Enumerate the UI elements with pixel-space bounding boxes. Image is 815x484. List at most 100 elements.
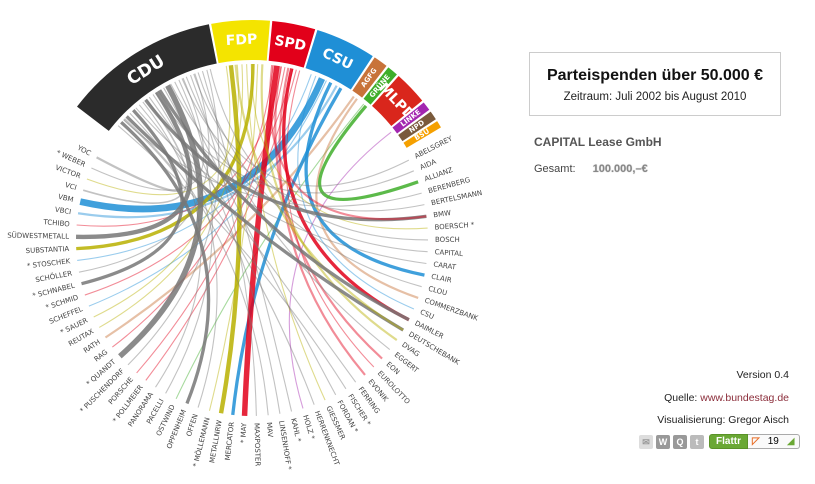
- share-bar: ✉ W Q t Flattr ◸ 19 ◢: [639, 434, 800, 449]
- chord-link: [185, 76, 391, 350]
- party-arc-bsu[interactable]: [403, 121, 441, 148]
- chord-link: [208, 64, 259, 411]
- chord-link: [138, 104, 315, 405]
- donor-label[interactable]: OFFEN: [185, 413, 200, 438]
- donor-label[interactable]: * MAY: [239, 422, 248, 443]
- chord-link: [250, 63, 428, 230]
- donor-label[interactable]: SÜDWESTMETALL: [7, 231, 69, 241]
- chord-link: [158, 89, 410, 322]
- donor-label[interactable]: TCHIBO: [42, 218, 70, 228]
- donor-label[interactable]: * STOSCHEK: [27, 257, 72, 270]
- selected-donor-name: CAPITAL Lease GmbH: [534, 135, 662, 149]
- party-arc-csu[interactable]: [305, 29, 373, 90]
- chord-link: [274, 66, 383, 360]
- donor-label[interactable]: KAHL *: [289, 417, 302, 443]
- chord-link: [209, 68, 429, 241]
- donor-label[interactable]: MAXPOSTER: [253, 423, 262, 467]
- page-title: Parteispenden über 50.000 €: [546, 67, 764, 84]
- donor-label[interactable]: VCI: [64, 181, 78, 192]
- chord-link: [197, 72, 422, 288]
- chord-link: [165, 79, 213, 394]
- donor-label[interactable]: CARAT: [433, 260, 457, 271]
- flattr-corner-icon: ◢: [786, 436, 795, 447]
- donor-label[interactable]: SUBSTANTIA: [25, 245, 69, 255]
- party-arc-agfg[interactable]: [352, 57, 387, 98]
- donor-label[interactable]: CSU: [419, 308, 435, 321]
- chord-link: [88, 80, 327, 307]
- chord-link: [174, 81, 337, 396]
- party-label-spd: SPD: [273, 33, 307, 55]
- donor-label[interactable]: MERCATOR: [224, 421, 236, 461]
- credit-text: Visualisierung: Gregor Aisch: [657, 414, 789, 426]
- chord-link: [82, 98, 188, 204]
- chord-link: [93, 65, 231, 318]
- chord-link: [288, 131, 392, 409]
- party-arc-spd[interactable]: [268, 20, 316, 68]
- donor-total: Gesamt: 100.000,–€: [534, 163, 648, 175]
- chord-link: [246, 64, 326, 401]
- donor-label[interactable]: VBM: [57, 193, 74, 204]
- chord-link: [201, 70, 293, 412]
- chord-link: [218, 65, 242, 414]
- chord-link: [79, 77, 326, 213]
- party-label-fdp: FDP: [225, 31, 257, 49]
- donor-label[interactable]: LINSENHOFF *: [277, 420, 293, 471]
- wordpress-icon[interactable]: W: [656, 434, 670, 449]
- version-text: Version 0.4: [736, 369, 789, 381]
- donor-label[interactable]: VBCI: [54, 206, 71, 216]
- chord-link: [112, 65, 274, 348]
- donor-label[interactable]: CAPITAL: [434, 248, 463, 258]
- chord-link: [144, 98, 427, 222]
- party-arc-cdu[interactable]: [76, 24, 217, 131]
- chord-link: [278, 67, 366, 376]
- flattr-button[interactable]: Flattr ◸ 19 ◢: [709, 434, 800, 449]
- flattr-count: 19: [767, 436, 779, 447]
- chord-link: [127, 69, 220, 366]
- chord-link: [234, 64, 404, 332]
- chord-link: [120, 121, 211, 405]
- chord-link: [269, 65, 427, 221]
- chord-link: [193, 73, 410, 187]
- total-value: 100.000,–€: [592, 163, 648, 175]
- period-subtitle: Zeitraum: Juli 2002 bis August 2010: [563, 91, 747, 103]
- party-arc-mlpd[interactable]: [371, 75, 423, 126]
- chord-link: [241, 65, 280, 416]
- donor-label[interactable]: CLAIR: [431, 273, 453, 285]
- chord-link: [297, 75, 415, 310]
- twitter-icon[interactable]: t: [690, 434, 704, 449]
- chord-link: [98, 64, 244, 328]
- chord-link: [175, 103, 365, 400]
- donor-label[interactable]: YOC: [75, 143, 92, 157]
- chord-link: [78, 73, 210, 273]
- chord-link: [317, 104, 419, 202]
- chord-link: [125, 115, 405, 332]
- q-icon[interactable]: Q: [673, 434, 687, 449]
- donor-label[interactable]: MAV: [265, 422, 274, 438]
- chord-link: [189, 74, 257, 416]
- donor-label[interactable]: METALLNRW: [208, 419, 224, 463]
- donor-label[interactable]: BMW: [433, 209, 452, 219]
- chord-link: [170, 83, 428, 253]
- party-arc-fdp[interactable]: [211, 20, 271, 64]
- flattr-counter: ◸ 19 ◢: [748, 434, 800, 449]
- donor-label[interactable]: BOSCH: [435, 236, 460, 244]
- party-arc-npd[interactable]: [398, 111, 436, 142]
- chord-link: [86, 64, 239, 196]
- donor-label[interactable]: HOLZ *: [301, 414, 316, 441]
- party-arc-linke[interactable]: [392, 102, 430, 134]
- mail-icon[interactable]: ✉: [639, 434, 653, 449]
- donor-label[interactable]: AIDA: [419, 158, 438, 172]
- donor-label[interactable]: SCHÖLLER: [35, 268, 73, 284]
- flattr-logo-icon: ◸: [752, 436, 760, 447]
- source-line: Quelle: www.bundestag.de: [664, 392, 789, 404]
- flattr-label: Flattr: [709, 434, 748, 449]
- title-box: Parteispenden über 50.000 € Zeitraum: Ju…: [529, 52, 781, 116]
- donor-label[interactable]: CLOU: [427, 285, 448, 298]
- chord-link: [117, 125, 347, 390]
- source-label: Quelle:: [664, 392, 701, 404]
- party-arc-grüne[interactable]: [363, 67, 397, 105]
- source-link[interactable]: www.bundestag.de: [700, 392, 789, 404]
- donor-label[interactable]: BOERSCH *: [434, 221, 475, 232]
- chord-link: [304, 81, 425, 277]
